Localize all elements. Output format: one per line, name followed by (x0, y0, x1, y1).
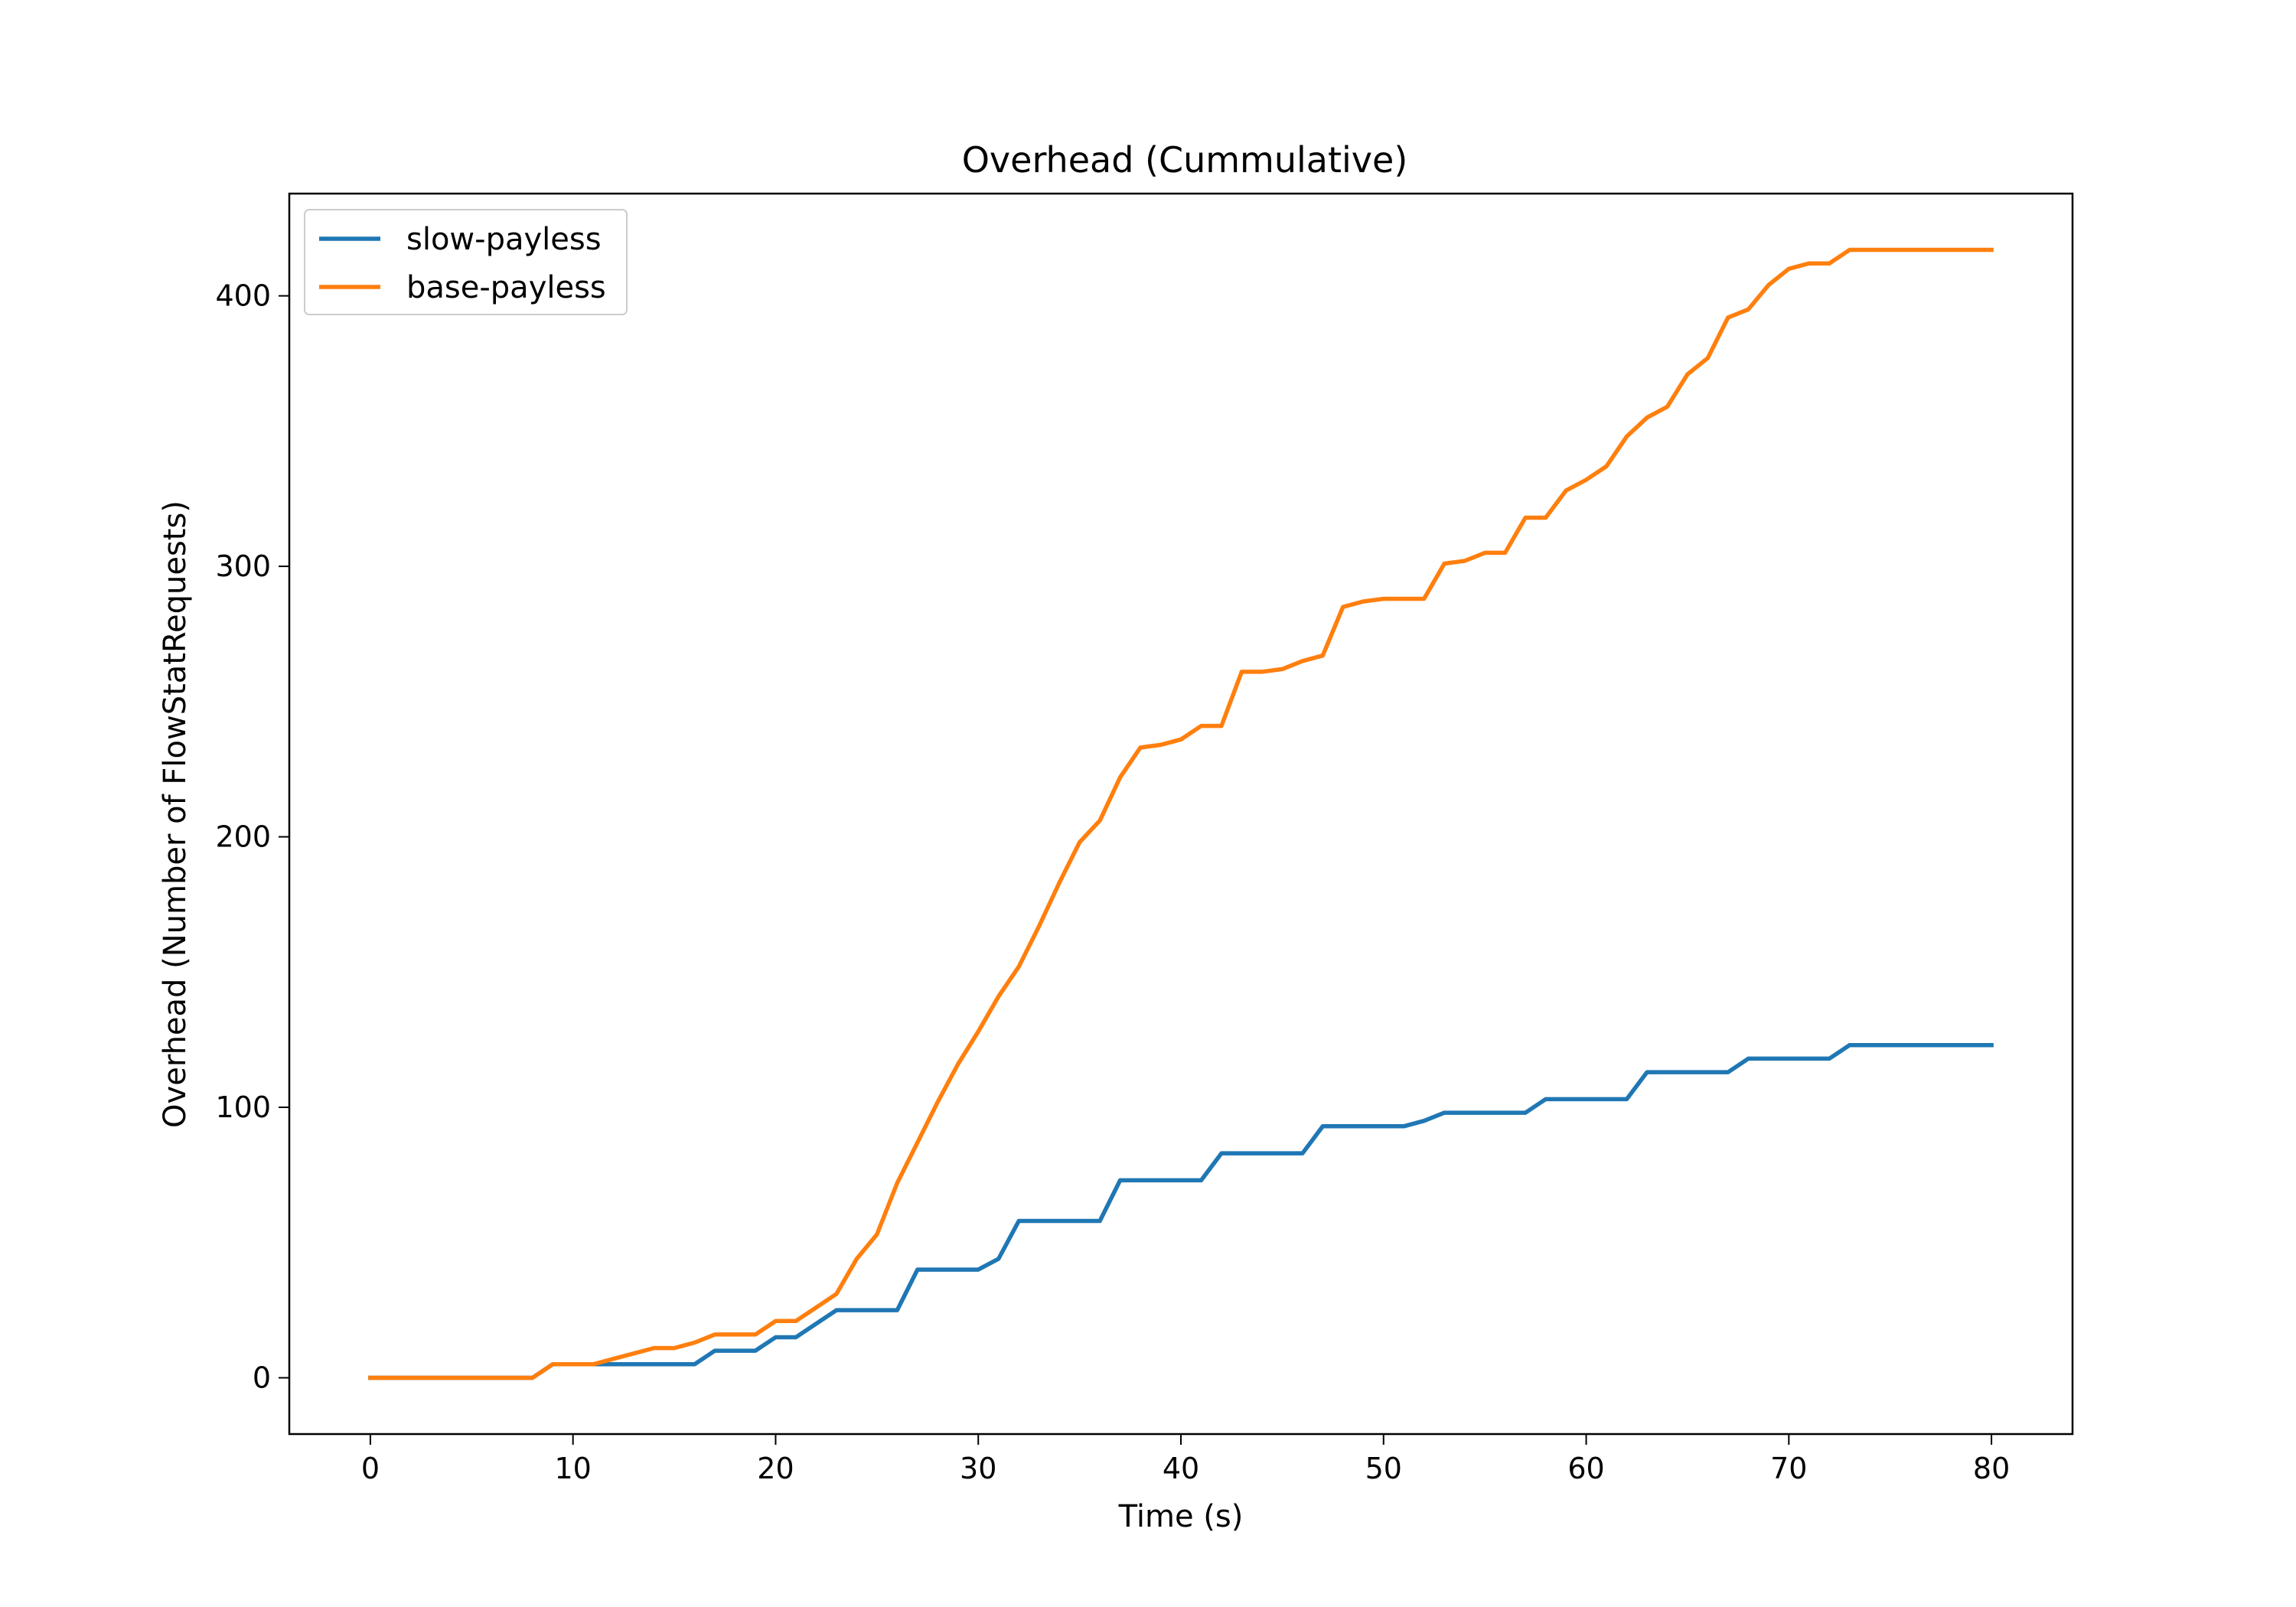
legend-box (304, 209, 628, 315)
x-tick-label-7: 70 (1770, 1452, 1807, 1485)
legend-label-1: base-payless (406, 270, 606, 305)
legend-label-0: slow-payless (406, 222, 602, 257)
x-tick-label-1: 10 (555, 1452, 592, 1485)
x-tick-label-4: 40 (1163, 1452, 1199, 1485)
series-layer (368, 247, 1994, 1380)
x-tick-label-8: 80 (1973, 1452, 2010, 1485)
x-axis: 0 10 20 30 40 50 60 70 80 (361, 1434, 2010, 1485)
x-axis-label: Time (s) (1118, 1499, 1244, 1534)
series-line-0 (368, 1042, 1994, 1380)
legend: slow-payless base-payless (304, 209, 628, 315)
y-tick-label-1: 100 (215, 1090, 271, 1124)
x-tick-label-2: 20 (757, 1452, 794, 1485)
chart-title: Overhead (Cummulative) (962, 139, 1408, 181)
x-tick-label-6: 60 (1567, 1452, 1604, 1485)
y-axis-label: Overhead (Number of FlowStatRequests) (158, 500, 193, 1128)
x-tick-label-3: 30 (960, 1452, 996, 1485)
y-tick-label-0: 0 (253, 1361, 271, 1394)
y-tick-label-4: 400 (215, 279, 271, 313)
y-tick-label-2: 200 (215, 820, 271, 854)
y-axis: 0 100 200 300 400 (215, 279, 289, 1394)
y-tick-label-3: 300 (215, 549, 271, 583)
x-tick-label-5: 50 (1365, 1452, 1402, 1485)
series-line-1 (368, 247, 1994, 1380)
x-tick-label-0: 0 (361, 1452, 380, 1485)
